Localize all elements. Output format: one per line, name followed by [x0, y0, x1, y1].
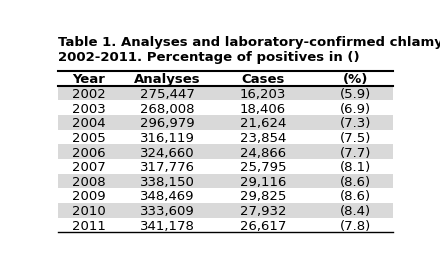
FancyBboxPatch shape [59, 203, 392, 218]
Text: 317,776: 317,776 [140, 161, 195, 174]
Text: 27,932: 27,932 [240, 205, 286, 218]
Text: 348,469: 348,469 [140, 190, 195, 204]
FancyBboxPatch shape [59, 144, 392, 159]
Text: 2005: 2005 [72, 132, 106, 145]
Text: (8.6): (8.6) [340, 190, 370, 204]
Text: 23,854: 23,854 [240, 132, 286, 145]
Text: (7.5): (7.5) [339, 132, 371, 145]
Text: 2010: 2010 [72, 205, 106, 218]
Text: 2003: 2003 [72, 103, 106, 116]
Text: Analyses: Analyses [134, 73, 201, 86]
Text: (5.9): (5.9) [339, 88, 371, 101]
Text: (8.1): (8.1) [339, 161, 371, 174]
Text: Year: Year [73, 73, 106, 86]
Text: 2008: 2008 [72, 176, 106, 189]
Text: (7.7): (7.7) [339, 147, 371, 159]
Text: 324,660: 324,660 [140, 147, 195, 159]
Text: 268,008: 268,008 [140, 103, 195, 116]
Text: 25,795: 25,795 [240, 161, 286, 174]
Text: (7.3): (7.3) [339, 117, 371, 130]
Text: 2006: 2006 [72, 147, 106, 159]
FancyBboxPatch shape [59, 115, 392, 130]
Text: 16,203: 16,203 [240, 88, 286, 101]
Text: 21,624: 21,624 [240, 117, 286, 130]
Text: 333,609: 333,609 [140, 205, 195, 218]
FancyBboxPatch shape [59, 86, 392, 100]
Text: 2009: 2009 [72, 190, 106, 204]
Text: 2004: 2004 [72, 117, 106, 130]
Text: (%): (%) [342, 73, 368, 86]
Text: 29,116: 29,116 [240, 176, 286, 189]
Text: (8.4): (8.4) [340, 205, 370, 218]
Text: (8.6): (8.6) [340, 176, 370, 189]
Text: 18,406: 18,406 [240, 103, 286, 116]
Text: 316,119: 316,119 [140, 132, 195, 145]
Text: 2007: 2007 [72, 161, 106, 174]
Text: 26,617: 26,617 [240, 220, 286, 233]
Text: 24,866: 24,866 [240, 147, 286, 159]
Text: 341,178: 341,178 [140, 220, 195, 233]
Text: 2002: 2002 [72, 88, 106, 101]
Text: 2011: 2011 [72, 220, 106, 233]
Text: 338,150: 338,150 [140, 176, 195, 189]
Text: 275,447: 275,447 [140, 88, 195, 101]
Text: (7.8): (7.8) [339, 220, 371, 233]
Text: 29,825: 29,825 [240, 190, 286, 204]
FancyBboxPatch shape [59, 174, 392, 188]
Text: Table 1. Analyses and laboratory-confirmed chlamydia cases,
2002-2011. Percentag: Table 1. Analyses and laboratory-confirm… [59, 36, 440, 64]
Text: Cases: Cases [241, 73, 285, 86]
Text: (6.9): (6.9) [340, 103, 370, 116]
Text: 296,979: 296,979 [140, 117, 195, 130]
